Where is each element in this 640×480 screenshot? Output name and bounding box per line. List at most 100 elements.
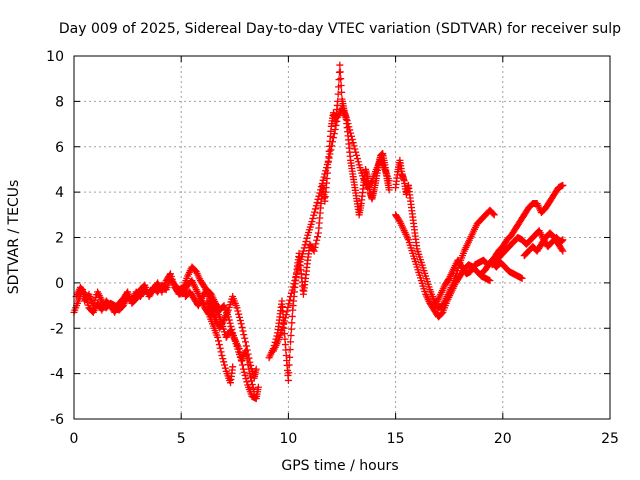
- data-point: [246, 370, 254, 378]
- data-point: [220, 358, 228, 366]
- data-point: [302, 238, 310, 246]
- data-point: [233, 304, 241, 312]
- data-point: [286, 353, 294, 361]
- data-point: [80, 289, 88, 297]
- data-point: [238, 323, 246, 331]
- x-axis-label: GPS time / hours: [281, 458, 398, 474]
- data-point: [314, 195, 322, 203]
- data-point: [337, 81, 345, 89]
- data-point: [319, 176, 327, 184]
- data-point: [337, 75, 345, 83]
- data-point: [558, 246, 566, 254]
- data-point: [288, 286, 296, 294]
- data-point: [348, 135, 356, 143]
- data-point: [284, 376, 292, 384]
- data-point: [343, 116, 351, 124]
- y-tick-label: 8: [55, 94, 64, 110]
- data-point: [385, 186, 393, 194]
- axis-ticks: 0 5 10 15 20 25 -6 -4 -2 0 2 4 6 8 10: [46, 49, 619, 447]
- data-point: [242, 347, 250, 355]
- data-point: [235, 310, 243, 318]
- data-point: [347, 132, 355, 140]
- data-point: [236, 313, 244, 321]
- data-point: [312, 202, 320, 210]
- data-point: [278, 327, 286, 335]
- data-point: [559, 247, 567, 255]
- data-point: [313, 236, 321, 244]
- data-point: [215, 341, 223, 349]
- data-point: [219, 355, 227, 363]
- plot-frame: [73, 55, 611, 420]
- data-point: [236, 317, 244, 325]
- data-point: [248, 381, 256, 389]
- x-tick-label: 15: [387, 431, 405, 447]
- data-point: [286, 296, 294, 304]
- data-point: [281, 317, 289, 325]
- data-point: [293, 270, 301, 278]
- data-point: [229, 363, 237, 371]
- data-point: [325, 154, 333, 162]
- data-point: [282, 311, 290, 319]
- data-point: [518, 274, 526, 282]
- data-point: [218, 351, 226, 359]
- data-point: [312, 240, 320, 248]
- data-point: [243, 378, 251, 386]
- data-point: [250, 388, 258, 396]
- data-point: [285, 369, 293, 377]
- y-tick-label: -6: [50, 412, 64, 428]
- data-point: [240, 331, 248, 339]
- data-point: [215, 337, 223, 345]
- data-point: [354, 158, 362, 166]
- data-point: [288, 319, 296, 327]
- data-point: [559, 181, 567, 189]
- data-point: [227, 322, 235, 330]
- data-point: [321, 170, 329, 178]
- x-tick-label: 25: [601, 431, 619, 447]
- y-tick-label: -2: [50, 321, 64, 337]
- data-point: [333, 117, 341, 125]
- data-point: [311, 208, 319, 216]
- data-point: [328, 142, 336, 150]
- data-point: [301, 241, 309, 249]
- data-point: [242, 351, 250, 359]
- data-point: [317, 186, 325, 194]
- data-point: [285, 361, 293, 369]
- x-tick-label: 0: [70, 431, 79, 447]
- data-point: [224, 313, 232, 321]
- y-tick-label: 2: [55, 231, 64, 247]
- chart-title: Day 009 of 2025, Sidereal Day-to-day VTE…: [59, 21, 621, 37]
- data-point: [280, 320, 288, 328]
- data-point: [247, 373, 255, 381]
- data-point: [249, 384, 257, 392]
- data-point: [242, 342, 250, 350]
- data-point: [318, 180, 326, 188]
- data-point: [242, 338, 250, 346]
- data-point: [294, 264, 302, 272]
- data-point: [330, 130, 338, 138]
- y-tick-label: 10: [46, 49, 64, 65]
- data-point: [254, 383, 262, 391]
- data-point: [226, 319, 234, 327]
- data-point: [349, 139, 357, 147]
- data-point: [281, 314, 289, 322]
- data-point: [221, 361, 229, 369]
- data-point: [352, 148, 360, 156]
- data-point: [329, 134, 337, 142]
- data-point: [239, 327, 247, 335]
- data-point: [252, 365, 260, 373]
- data-point: [323, 164, 331, 172]
- data-point: [283, 307, 291, 315]
- data-point: [293, 267, 301, 275]
- data-point: [237, 320, 245, 328]
- data-point: [292, 273, 300, 281]
- data-point: [291, 277, 299, 285]
- data-point: [316, 189, 324, 197]
- data-point: [287, 289, 295, 297]
- data-point: [331, 126, 339, 134]
- data-point: [332, 121, 340, 129]
- x-tick-label: 10: [279, 431, 297, 447]
- data-point: [241, 371, 249, 379]
- data-point: [489, 210, 497, 218]
- data-point: [350, 142, 358, 150]
